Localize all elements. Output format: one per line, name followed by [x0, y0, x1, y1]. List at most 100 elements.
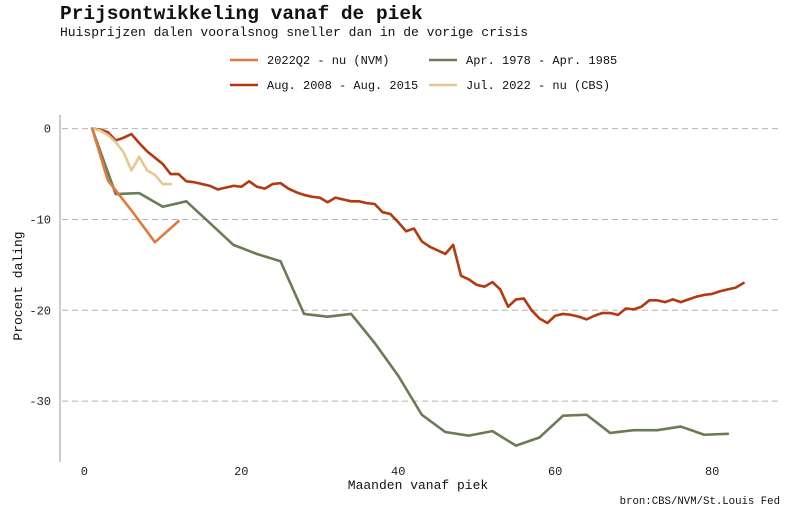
data-point — [153, 156, 157, 159]
data-point — [491, 281, 494, 284]
data-point — [232, 243, 235, 246]
data-point — [640, 305, 643, 308]
data-point — [295, 191, 298, 194]
data-point — [130, 132, 133, 136]
data-point — [428, 245, 431, 248]
series-line-cbs-group — [90, 127, 172, 186]
data-point — [632, 308, 635, 311]
data-point — [106, 179, 109, 182]
data-point — [459, 274, 463, 277]
data-point — [200, 182, 204, 186]
data-point — [334, 196, 337, 199]
series-line-cbs — [90, 127, 172, 186]
data-point — [593, 314, 596, 317]
data-point — [514, 298, 518, 301]
data-point — [656, 429, 659, 432]
data-point — [122, 151, 125, 154]
data-point — [530, 309, 533, 312]
data-point — [161, 205, 164, 208]
y-tick-label: -30 — [29, 395, 51, 409]
data-point — [381, 211, 384, 214]
series-line-nvm-group — [90, 127, 180, 244]
data-point — [357, 200, 361, 203]
data-point — [240, 185, 243, 188]
data-point — [397, 374, 400, 377]
legend-item-cbs: Jul. 2022 - nu (CBS) — [429, 79, 610, 93]
data-point — [601, 311, 604, 315]
data-point — [538, 317, 541, 320]
data-point — [130, 209, 133, 212]
data-point — [169, 182, 172, 186]
x-tick-label: 60 — [548, 465, 562, 479]
x-tick-label: 20 — [234, 465, 248, 479]
data-point — [656, 299, 659, 302]
data-point — [153, 173, 157, 177]
data-point — [279, 260, 282, 263]
data-point — [585, 318, 588, 321]
data-point — [483, 285, 486, 288]
data-point — [255, 185, 259, 188]
data-point — [703, 293, 706, 296]
data-point — [648, 299, 651, 302]
data-point — [609, 311, 612, 315]
data-point — [695, 295, 698, 298]
data-point — [726, 432, 729, 435]
data-point — [326, 201, 329, 204]
data-point — [287, 187, 290, 190]
data-point — [146, 150, 149, 153]
data-point — [561, 312, 565, 316]
data-point — [616, 313, 620, 316]
data-point — [318, 196, 321, 199]
data-point — [271, 182, 274, 186]
data-point — [255, 252, 259, 256]
data-point — [342, 198, 345, 201]
data-point — [389, 212, 392, 216]
data-point — [522, 297, 525, 300]
data-point — [444, 430, 447, 434]
legend: 2022Q2 - nu (NVM) Apr. 1978 - Apr. 1985 … — [230, 54, 617, 93]
x-axis-label: Maanden vanaf piek — [348, 478, 489, 493]
legend-item-2008: Aug. 2008 - Aug. 2015 — [230, 79, 418, 93]
series-line-2008-group — [90, 127, 745, 325]
y-tick-labels: 0 -10 -20 -30 — [29, 123, 51, 410]
data-point — [671, 298, 675, 301]
chart-title: Prijsontwikkeling vanaf de piek — [60, 3, 423, 25]
data-point — [679, 301, 682, 304]
x-tick-labels: 0 20 40 60 80 — [81, 465, 720, 479]
data-point — [130, 169, 133, 172]
data-point — [546, 321, 549, 325]
data-point — [420, 413, 423, 416]
data-point — [169, 172, 172, 176]
data-point — [310, 195, 314, 198]
gridlines — [62, 128, 782, 402]
data-point — [365, 202, 368, 205]
data-point — [577, 315, 580, 318]
data-point — [138, 155, 141, 158]
data-point — [146, 169, 149, 172]
data-point — [538, 436, 541, 439]
legend-item-1978: Apr. 1978 - Apr. 1985 — [429, 54, 617, 68]
y-tick-label: -20 — [29, 304, 51, 318]
legend-label: 2022Q2 - nu (NVM) — [267, 54, 389, 68]
data-point — [452, 243, 455, 246]
data-point — [561, 414, 565, 417]
data-point — [569, 313, 572, 316]
x-tick-label: 40 — [391, 465, 405, 479]
y-tick-label: -10 — [29, 213, 51, 227]
data-point — [444, 252, 447, 256]
data-point — [161, 182, 164, 186]
series-lines — [90, 127, 745, 447]
data-point — [703, 433, 706, 436]
data-point — [507, 305, 510, 308]
data-point — [193, 181, 196, 184]
data-point — [91, 127, 94, 130]
data-point — [208, 221, 211, 225]
legend-label: Jul. 2022 - nu (CBS) — [466, 79, 610, 93]
data-point — [711, 292, 714, 296]
data-point — [326, 315, 329, 318]
data-point — [467, 278, 470, 281]
data-point — [216, 188, 219, 191]
data-point — [185, 180, 188, 183]
data-point — [122, 136, 125, 139]
